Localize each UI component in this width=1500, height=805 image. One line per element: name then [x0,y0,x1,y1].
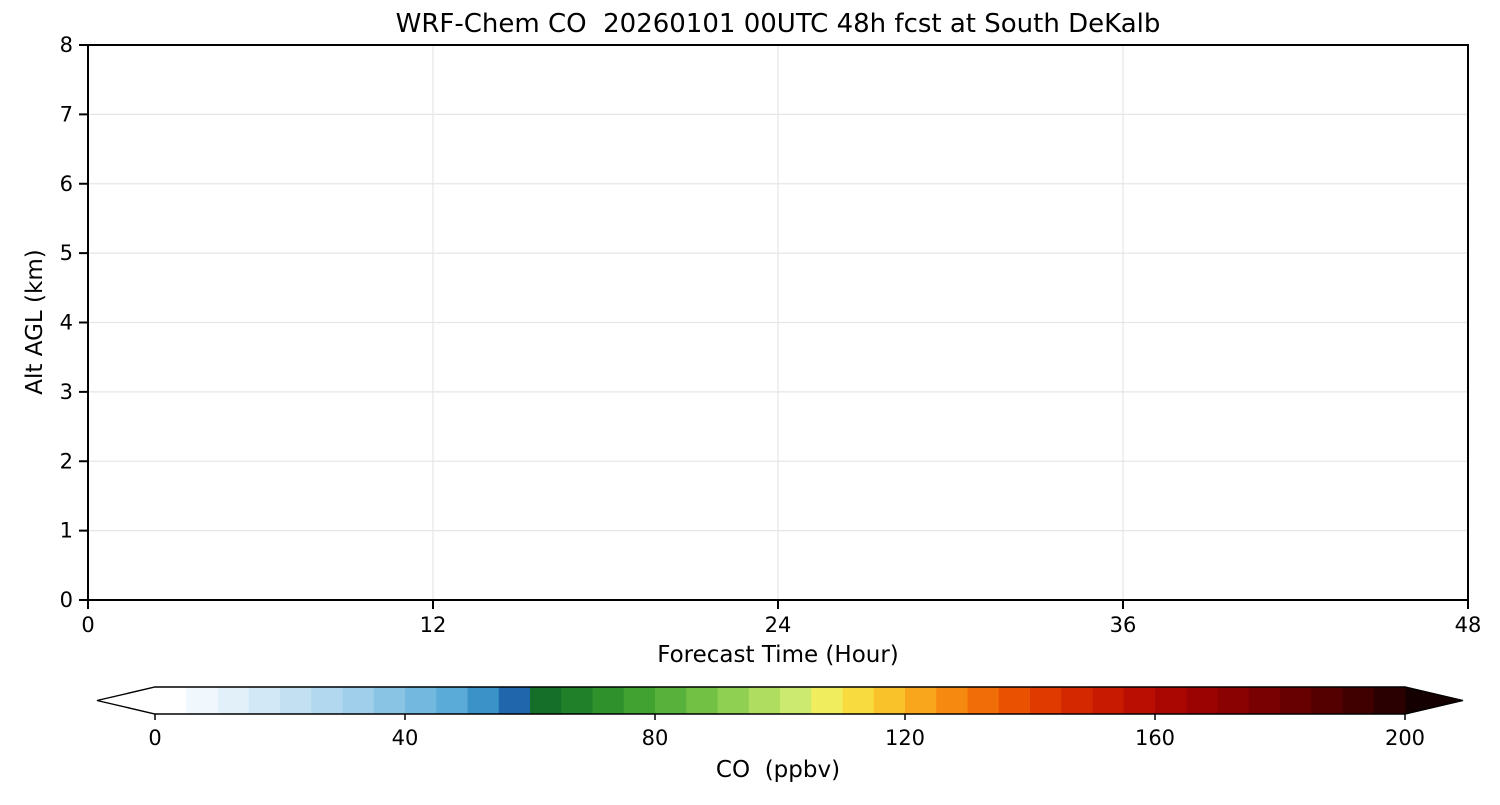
y-tick-label: 6 [60,172,73,196]
colorbar-segment [248,687,281,714]
colorbar-right-arrow [1405,687,1463,714]
y-tick-label: 0 [60,588,73,612]
colorbar-segment [373,687,406,714]
y-tick-label: 2 [60,449,73,473]
colorbar-tick-label: 0 [148,726,161,750]
x-axis: 0 12 24 36 48 [81,600,1481,637]
colorbar-segment [1311,687,1343,714]
colorbar-segment [186,687,218,714]
x-axis-label: Forecast Time (Hour) [657,642,899,668]
colorbar-segment [1155,687,1187,714]
y-axis-label: Alt AGL (km) [22,249,48,394]
colorbar-segment [498,687,531,714]
colorbar-segment [1248,687,1281,714]
colorbar-segment [967,687,1000,714]
colorbar-segment [780,687,812,714]
colorbar-tick-label: 120 [885,726,925,750]
y-tick-label: 3 [60,380,73,404]
colorbar-tick-label: 40 [392,726,419,750]
colorbar-segment [155,687,187,714]
chart-title: WRF-Chem CO 20260101 00UTC 48h fcst at S… [396,9,1161,39]
colorbar-segment [1342,687,1375,714]
colorbar-segment [811,687,843,714]
y-tick-label: 8 [60,33,73,57]
colorbar-segment [1123,687,1156,714]
x-tick-label: 36 [1110,613,1137,637]
x-tick-label: 24 [765,613,792,637]
colorbar-segment [905,687,937,714]
colorbar-segment [1186,687,1218,714]
colorbar-label: CO (ppbv) [716,757,840,783]
colorbar-segment [1373,687,1406,714]
colorbar-segment [561,687,593,714]
colorbar-segment [530,687,562,714]
colorbar-segment [748,687,781,714]
colorbar-segment [842,687,875,714]
colorbar-segment [1280,687,1312,714]
colorbar: 0 40 80 120 160 200 [96,686,1464,750]
colorbar-segment [998,687,1031,714]
plot-border [87,44,1469,601]
gridlines [88,45,1468,600]
colorbar-segment [873,687,906,714]
colorbar-left-arrow [97,687,155,714]
colorbar-segment [1217,687,1250,714]
colorbar-segment [217,687,250,714]
colorbar-segment [592,687,625,714]
colorbar-tick-label: 200 [1385,726,1425,750]
colorbar-segment [280,687,312,714]
colorbar-segment [342,687,375,714]
x-tick-label: 0 [81,613,94,637]
colorbar-segment [717,687,750,714]
x-tick-label: 12 [420,613,447,637]
y-tick-label: 7 [60,102,73,126]
colorbar-segment [311,687,343,714]
y-tick-label: 1 [60,519,73,543]
y-axis: 0 1 2 3 4 5 6 7 8 [60,33,88,612]
colorbar-segment [436,687,468,714]
colorbar-segment [1061,687,1093,714]
colorbar-tick-label: 160 [1135,726,1175,750]
colorbar-tick-label: 80 [642,726,669,750]
colorbar-segment [655,687,687,714]
y-tick-label: 5 [60,241,73,265]
y-tick-label: 4 [60,311,73,335]
colorbar-segment [936,687,968,714]
colorbar-segment [467,687,500,714]
colorbar-segment [686,687,718,714]
colorbar-segment [1092,687,1125,714]
colorbar-segment [405,687,437,714]
colorbar-segment [1030,687,1062,714]
x-tick-label: 48 [1455,613,1482,637]
colorbar-segment [623,687,656,714]
